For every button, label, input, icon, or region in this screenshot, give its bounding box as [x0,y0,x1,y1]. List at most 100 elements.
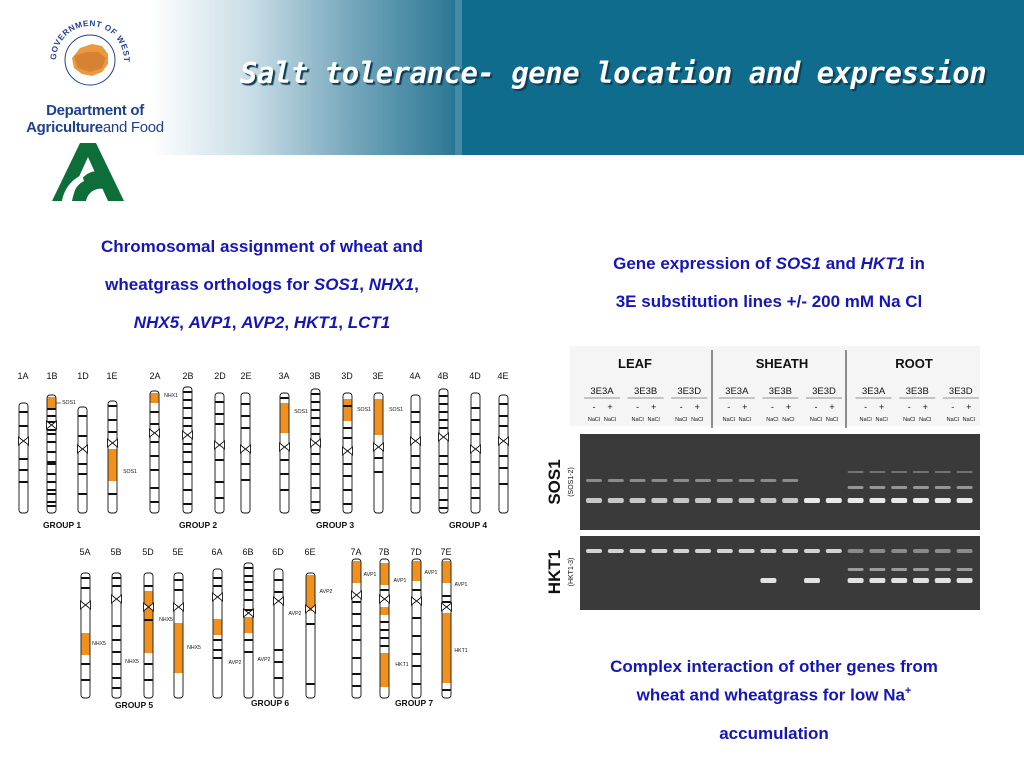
gel-band [913,578,929,583]
chromosome-3e-centromere [373,442,384,452]
chromosome-5a-band [81,663,90,665]
chromosome-label: 2B [182,371,193,381]
chromosome-6d-band [274,579,283,581]
gel-figure: LEAF SHEATH ROOT 3E3A - + NaCl NaCl 3E3B - + NaCl Na… [545,346,980,610]
chromosome-label: 2A [149,371,160,381]
chromosome-figure: 1A 1B 1D 1E 2A 2B 2D 2E 3A 3B 3D 3E 4A 4B 4D 4E SOS1 SOS1… [17,371,509,710]
header-dark-panel [462,0,1024,155]
chromosome-2b-band [183,399,192,401]
chromosome-1a-band [19,411,28,413]
gel-band [825,549,842,553]
gel-band [738,498,755,503]
chromosome-3b-band [311,453,320,455]
chromosome-3b-band [311,487,320,489]
gene-label-avp1: AVP1 [394,578,407,584]
chromosome-4a-band [411,483,420,485]
chromosome-1b-band [47,481,56,483]
gel-header-panel [570,346,980,426]
gel-line-label: 3E3A [862,386,886,397]
chromosome-3b-band [311,425,320,427]
chromosome-1e-marker [108,449,117,481]
chromosome-7d-marker [412,561,421,581]
gel-band [651,479,668,482]
gel-band [695,549,711,553]
chromosome-1b-band [47,429,56,431]
gel-band [869,498,886,503]
chromosome-6a-marker [213,619,222,635]
gene-label-sos1: SOS1 [62,400,76,406]
chromosome-1b-band [47,461,56,463]
chromosome-2a-band [150,501,159,503]
gene-label-hkt1: HKT1 [454,648,467,654]
chromosome-label: 5D [142,547,154,557]
chromosome-4a-band [411,467,420,469]
gel-band [607,479,624,482]
gene-label-nhx5: NHX5 [125,659,139,665]
chromosome-7e-band [442,595,451,597]
chromosome-3b-band [311,463,320,465]
chromosome-3b-band [311,473,320,475]
gel-panel-hkt1 [580,536,980,610]
chromosome-3d-band [343,427,352,429]
chromosome-7b-centromere [379,594,390,604]
gel-band [891,498,908,503]
group-label: GROUP 5 [115,700,153,710]
chromosome-2a-marker [150,393,159,403]
chromosome-label: 5E [172,547,183,557]
chromosome-label: 4A [409,371,420,381]
chromosome-4e-band [499,403,508,405]
chromosome-1d [77,406,88,514]
gel-line-label: 3E3B [906,386,929,397]
chromosome-1e-band [108,405,117,407]
gene-label-sos1: SOS1 [294,409,308,415]
gel-nacl: NaCl [859,417,871,423]
gel-band [956,568,973,571]
chromosome-5b-band [112,687,121,689]
chromosome-7d-band [412,617,421,619]
gene-label-avp1: AVP1 [455,582,468,588]
chromosome-2e-band [241,415,250,417]
chromosome-6a-centromere [212,592,223,602]
chromosome-6b-band [244,567,253,569]
chromosome-4a-centromere [410,436,421,446]
chromosome-3b-band [311,393,320,395]
gel-band [934,486,951,489]
gene-label-nhx5: NHX5 [187,645,201,651]
chromosome-1b-band [47,463,56,465]
chromosome-6a-band [213,585,222,587]
chromosome-label: 2E [240,371,251,381]
chromosome-3d-band [343,437,352,439]
chromosome-5b [111,572,122,699]
chromosome-4a-band [411,411,420,413]
chromosome-2b-band [183,451,192,453]
chromosome-2d-band [215,401,224,403]
gel-band [716,479,733,482]
chromosome-2d [214,392,225,514]
chromosome-7d [411,558,422,699]
chromosome-4e-band [499,483,508,485]
gel-sign: - [593,402,596,412]
gene-label-nhx5: NHX5 [159,617,173,623]
gel-band [869,549,886,553]
chromosome-3d-band [343,503,352,505]
group-label: GROUP 4 [449,520,487,530]
chromosome-1d-centromere [77,444,88,454]
gel-sign: + [651,402,656,412]
chromosome-4d-band [471,433,480,435]
chromosome-label: 3A [278,371,289,381]
group-label: GROUP 6 [251,698,289,708]
government-seal-icon: GOVERNMENT OF WESTERN AUSTRALIA [42,8,134,102]
gel-line-label: 3E3B [634,386,657,397]
chromosome-label: 6E [304,547,315,557]
chromosome-label: 7E [440,547,451,557]
gene-label-nhx1: NHX1 [164,393,178,399]
chromosome-3b-band [311,501,320,503]
chromosome-caption: Chromosomal assignment of wheat and whea… [40,228,484,342]
gel-band [804,549,820,553]
department-logo: GOVERNMENT OF WESTERN AUSTRALIA Departme… [20,8,164,201]
gel-band [869,471,886,473]
chromosome-label: 7D [410,547,422,557]
gel-nacl: NaCl [810,417,822,423]
chromosome-4b-band [439,507,448,509]
chromosome-4d-band [471,487,480,489]
